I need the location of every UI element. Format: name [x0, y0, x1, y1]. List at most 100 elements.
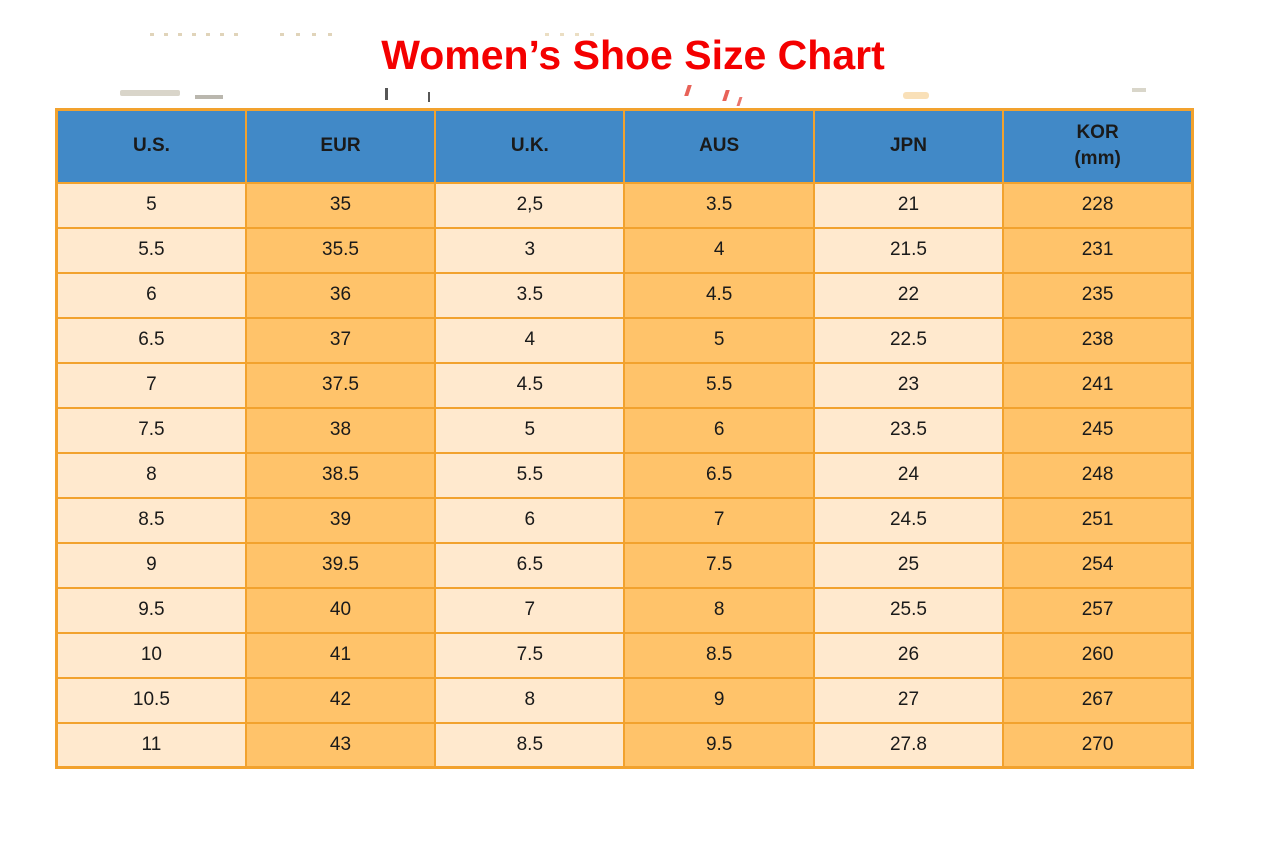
- size-cell: 24.5: [812, 496, 1005, 544]
- size-cell: 43: [244, 721, 437, 769]
- size-cell: 39.5: [244, 541, 437, 589]
- size-cell: 23: [812, 361, 1005, 409]
- size-cell: 5.5: [434, 451, 626, 499]
- table-row: 6 36 3.5 4.5 22 235: [55, 271, 1194, 319]
- size-cell: 39: [244, 496, 437, 544]
- column-header-us: U.S.: [55, 108, 247, 184]
- column-header-aus: AUS: [623, 108, 815, 184]
- size-cell: 245: [1002, 406, 1194, 454]
- size-cell: 9.5: [55, 586, 247, 634]
- size-cell: 35: [244, 181, 437, 229]
- size-cell: 37.5: [244, 361, 437, 409]
- size-cell: 2,5: [434, 181, 626, 229]
- size-cell: 3.5: [623, 181, 815, 229]
- size-cell: 7.5: [623, 541, 815, 589]
- size-cell: 4: [434, 316, 626, 364]
- size-cell: 6.5: [623, 451, 815, 499]
- table-row: 7 37.5 4.5 5.5 23 241: [55, 361, 1194, 409]
- size-cell: 5: [55, 181, 247, 229]
- size-cell: 23.5: [812, 406, 1005, 454]
- size-cell: 22.5: [812, 316, 1005, 364]
- size-cell: 8.5: [55, 496, 247, 544]
- size-cell: 241: [1002, 361, 1194, 409]
- size-table-body: 5 35 2,5 3.5 21 228 5.5 35.5 3 4 21.5 231 6 36 3.5 4.5 2…: [55, 181, 1194, 769]
- artifact-mark: [120, 90, 180, 96]
- size-cell: 38: [244, 406, 437, 454]
- column-header-kor: KOR (mm): [1002, 108, 1194, 184]
- table-row: 5 35 2,5 3.5 21 228: [55, 181, 1194, 229]
- size-cell: 260: [1002, 631, 1194, 679]
- size-cell: 21.5: [812, 226, 1005, 274]
- size-cell: 270: [1002, 721, 1194, 769]
- size-cell: 257: [1002, 586, 1194, 634]
- size-cell: 7: [434, 586, 626, 634]
- column-header-eur: EUR: [244, 108, 437, 184]
- artifact-mark: [722, 90, 730, 101]
- size-cell: 267: [1002, 676, 1194, 724]
- size-cell: 238: [1002, 316, 1194, 364]
- size-cell: 7.5: [434, 631, 626, 679]
- size-cell: 10.5: [55, 676, 247, 724]
- size-cell: 5.5: [623, 361, 815, 409]
- size-cell: 26: [812, 631, 1005, 679]
- table-row: 5.5 35.5 3 4 21.5 231: [55, 226, 1194, 274]
- size-cell: 6: [434, 496, 626, 544]
- table-row: 11 43 8.5 9.5 27.8 270: [55, 721, 1194, 769]
- table-row: 8.5 39 6 7 24.5 251: [55, 496, 1194, 544]
- size-cell: 42: [244, 676, 437, 724]
- table-row: 9.5 40 7 8 25.5 257: [55, 586, 1194, 634]
- size-cell: 37: [244, 316, 437, 364]
- size-cell: 7: [55, 361, 247, 409]
- size-cell: 9: [55, 541, 247, 589]
- artifact-mark: [684, 85, 692, 96]
- table-row: 9 39.5 6.5 7.5 25 254: [55, 541, 1194, 589]
- artifact-mark: [1132, 88, 1146, 92]
- size-cell: 248: [1002, 451, 1194, 499]
- table-row: 10 41 7.5 8.5 26 260: [55, 631, 1194, 679]
- size-cell: 7.5: [55, 406, 247, 454]
- size-cell: 11: [55, 721, 247, 769]
- artifact-mark: [385, 88, 388, 100]
- size-cell: 22: [812, 271, 1005, 319]
- size-cell: 6: [55, 271, 247, 319]
- size-cell: 251: [1002, 496, 1194, 544]
- artifact-mark: [195, 95, 223, 99]
- size-cell: 8: [434, 676, 626, 724]
- size-cell: 228: [1002, 181, 1194, 229]
- size-cell: 4.5: [623, 271, 815, 319]
- size-cell: 235: [1002, 271, 1194, 319]
- size-cell: 8.5: [623, 631, 815, 679]
- size-cell: 8.5: [434, 721, 626, 769]
- size-cell: 10: [55, 631, 247, 679]
- table-row: 7.5 38 5 6 23.5 245: [55, 406, 1194, 454]
- size-cell: 3.5: [434, 271, 626, 319]
- column-header-uk: U.K.: [434, 108, 626, 184]
- column-header-jpn: JPN: [812, 108, 1005, 184]
- size-cell: 6.5: [55, 316, 247, 364]
- table-header: U.S. EUR U.K. AUS JPN KOR (mm): [55, 108, 1194, 184]
- size-cell: 27.8: [812, 721, 1005, 769]
- size-cell: 4.5: [434, 361, 626, 409]
- artifact-mark: [428, 92, 430, 102]
- size-cell: 6.5: [434, 541, 626, 589]
- size-cell: 38.5: [244, 451, 437, 499]
- artifact-mark: [903, 92, 929, 99]
- table-row: 6.5 37 4 5 22.5 238: [55, 316, 1194, 364]
- size-cell: 9.5: [623, 721, 815, 769]
- size-cell: 5.5: [55, 226, 247, 274]
- size-cell: 9: [623, 676, 815, 724]
- size-cell: 8: [55, 451, 247, 499]
- size-cell: 8: [623, 586, 815, 634]
- size-cell: 24: [812, 451, 1005, 499]
- size-cell: 3: [434, 226, 626, 274]
- artifact-mark: [736, 97, 743, 106]
- size-cell: 40: [244, 586, 437, 634]
- shoe-size-table: U.S. EUR U.K. AUS JPN KOR (mm) 5 35 2,5 3.5…: [55, 108, 1194, 769]
- size-cell: 5: [434, 406, 626, 454]
- size-cell: 35.5: [244, 226, 437, 274]
- column-header-kor-unit: (mm): [1074, 148, 1121, 170]
- size-cell: 25.5: [812, 586, 1005, 634]
- table-row: 8 38.5 5.5 6.5 24 248: [55, 451, 1194, 499]
- size-cell: 254: [1002, 541, 1194, 589]
